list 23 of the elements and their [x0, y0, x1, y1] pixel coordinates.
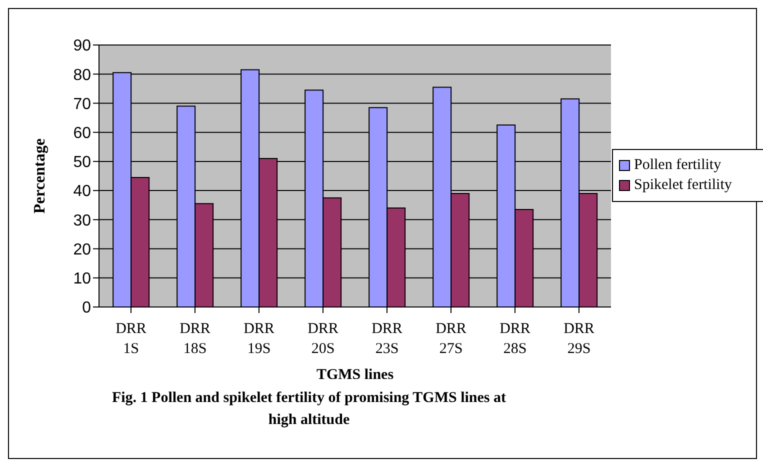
y-tick-label: 70: [73, 96, 92, 113]
x-tick-label: DRR 20S: [308, 321, 338, 357]
x-tick-label: DRR 27S: [436, 321, 466, 357]
y-tick-label: 90: [73, 38, 92, 55]
y-tick-label: 10: [73, 270, 92, 288]
x-tick-label: DRR 18S: [180, 321, 210, 357]
legend-label: Spikelet fertility: [633, 177, 733, 194]
y-tick-label: 60: [73, 125, 92, 142]
text: Fig. 1 Pollen and spikelet fertility of promising TGMS lines at high altitude: [110, 389, 508, 430]
x-tick-label: DRR 23S: [372, 321, 402, 357]
y-tick-label: 80: [73, 66, 92, 84]
x-axis-title: TGMS lines: [316, 367, 394, 383]
y-tick-label: 0: [82, 300, 92, 317]
y-tick-label: 20: [73, 241, 92, 258]
y-tick-label: 50: [73, 154, 92, 172]
y-tick-label: 40: [73, 183, 92, 200]
x-tick-label: DRR 19S: [244, 321, 274, 357]
y-axis-title: Percentage: [32, 138, 49, 214]
y-tick-label: 30: [73, 212, 92, 230]
x-tick-label: DRR 29S: [564, 321, 594, 357]
x-tick-label: DRR 28S: [500, 321, 530, 357]
x-tick-label: DRR 1S: [116, 321, 146, 357]
legend-label: Pollen fertility: [633, 157, 722, 174]
